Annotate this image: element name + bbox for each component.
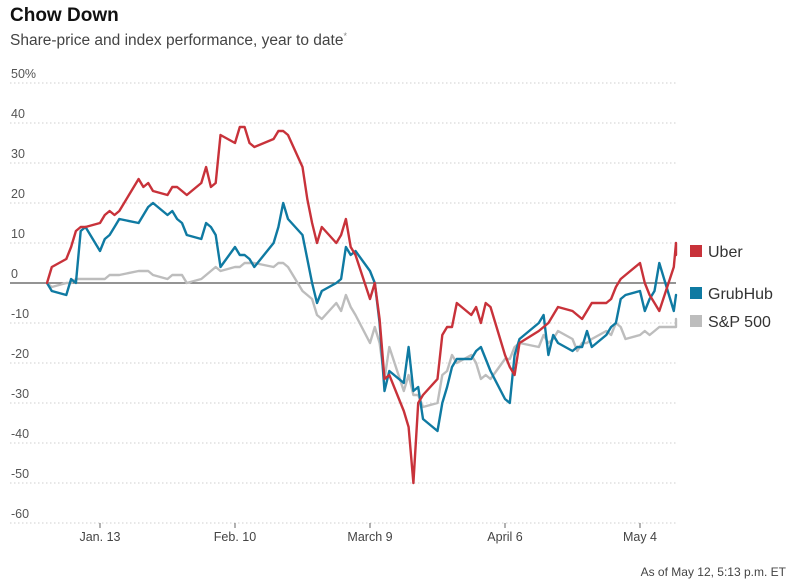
legend-label-uber: Uber	[708, 244, 743, 261]
series-line-uber	[45, 125, 678, 485]
y-tick-label: -40	[11, 427, 29, 441]
y-tick-label: -20	[11, 347, 29, 361]
series-line-grubhub	[45, 201, 678, 433]
y-tick-label: 30	[11, 147, 25, 161]
y-tick-label: 20	[11, 187, 25, 201]
x-tick-label: April 6	[487, 530, 522, 544]
chart-subtitle: Share-price and index performance, year …	[10, 31, 347, 49]
x-tick-label: March 9	[347, 530, 392, 544]
footnote: As of May 12, 5:13 p.m. ET	[641, 565, 787, 579]
y-tick-label: -10	[11, 307, 29, 321]
y-tick-label: 40	[11, 107, 25, 121]
y-tick-label: 50%	[11, 67, 36, 81]
x-tick-label: Jan. 13	[79, 530, 120, 544]
legend-swatch-uber	[690, 245, 702, 257]
subtitle-footnote-mark: *	[343, 31, 347, 41]
y-tick-label: 0	[11, 267, 18, 281]
legend-swatch-sp500	[690, 315, 702, 327]
legend-label-grubhub: GrubHub	[708, 286, 773, 303]
legend: Uber GrubHub S&P 500	[690, 244, 773, 331]
series-line-sp500	[45, 261, 678, 409]
gridlines	[10, 82, 676, 524]
x-tick-label: May 4	[623, 530, 657, 544]
y-tick-label: -50	[11, 467, 29, 481]
y-tick-label: 10	[11, 227, 25, 241]
series-lines	[45, 125, 678, 485]
legend-label-sp500: S&P 500	[708, 314, 771, 331]
y-tick-label: -60	[11, 507, 29, 521]
x-axis-ticks: Jan. 13 Feb. 10 March 9 April 6 May 4	[79, 523, 657, 544]
chart-title: Chow Down	[10, 5, 119, 26]
legend-swatch-grubhub	[690, 287, 702, 299]
x-tick-label: Feb. 10	[214, 530, 256, 544]
y-tick-label: -30	[11, 387, 29, 401]
subtitle-text: Share-price and index performance, year …	[10, 32, 343, 49]
y-axis-ticks: 50% 40 30 20 10 0 -10 -20 -30 -40 -50 -60	[11, 67, 36, 521]
